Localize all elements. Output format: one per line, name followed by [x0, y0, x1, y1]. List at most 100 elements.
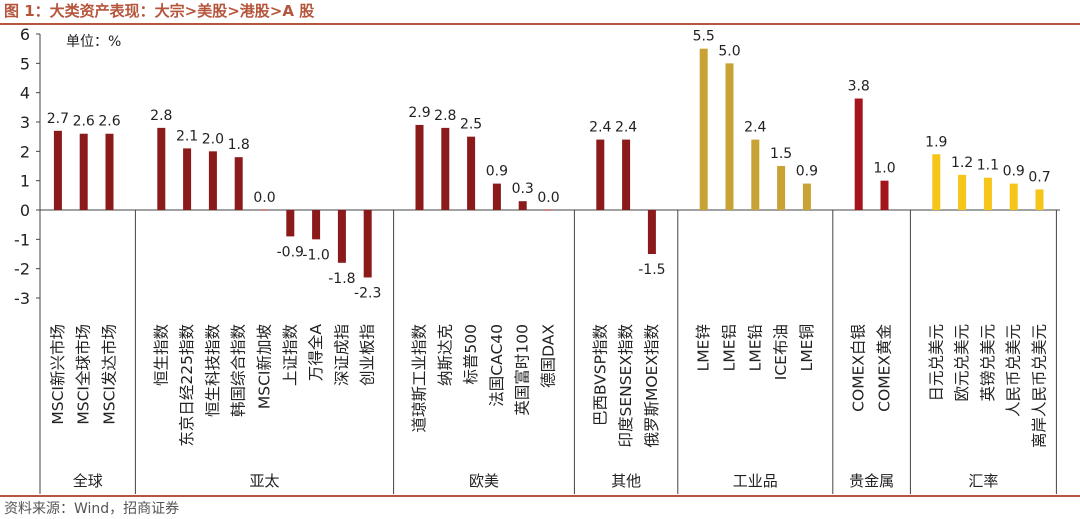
data-label: 0.9	[1003, 164, 1025, 180]
bar	[880, 180, 889, 210]
data-label: 1.0	[873, 161, 895, 177]
source-divider	[0, 495, 1080, 497]
y-tick-label: 3	[20, 113, 30, 132]
y-tick-label: 2	[20, 142, 30, 161]
x-tick-label: 巴西BVSP指数	[591, 324, 609, 426]
x-tick-label: 俄罗斯MOEX指数	[643, 324, 661, 448]
x-tick-label: MSCI发达市场	[101, 324, 119, 425]
x-tick-label: 标普500	[462, 324, 480, 385]
data-label: 2.1	[176, 128, 198, 144]
data-label: -1.0	[302, 247, 329, 263]
data-label: 2.0	[202, 131, 224, 147]
bar	[363, 210, 372, 278]
data-label: -2.3	[354, 285, 381, 301]
bar	[854, 98, 863, 210]
data-label: 3.8	[848, 79, 870, 95]
x-tick-label: 上证指数	[281, 324, 299, 387]
bar	[725, 63, 734, 211]
bar	[53, 130, 62, 210]
x-tick-label: ICE布油	[772, 324, 790, 380]
bar	[699, 48, 708, 211]
bar	[1035, 189, 1044, 210]
data-label: 0.9	[486, 164, 508, 180]
x-tick-label: 人民币兑美元	[1005, 324, 1023, 417]
bar	[751, 139, 760, 210]
group-label: 工业品	[733, 472, 778, 490]
data-label: 0.3	[512, 181, 534, 197]
x-tick-label: MSCI新加坡	[256, 324, 274, 409]
x-tick-label: 恒生指数	[152, 324, 170, 387]
data-label: 1.2	[951, 155, 973, 171]
title-divider	[0, 23, 1080, 25]
x-tick-label: LME铝	[721, 324, 739, 371]
y-tick-label: 4	[20, 84, 30, 103]
x-tick-label: 法国CAC40	[488, 324, 506, 407]
group-label: 欧美	[469, 472, 499, 490]
x-tick-label: 恒生科技指数	[204, 324, 222, 418]
source-note: 资料来源：Wind，招商证券	[4, 501, 180, 517]
bar	[596, 139, 605, 210]
x-tick-label: 东京日经225指数	[178, 324, 196, 447]
data-label: 2.4	[615, 120, 637, 136]
bar	[208, 151, 217, 210]
data-label: -1.8	[328, 271, 355, 287]
data-label: 2.4	[589, 120, 611, 136]
y-tick-label: -3	[14, 289, 30, 308]
bar	[622, 139, 631, 210]
data-label: 0.9	[796, 164, 818, 180]
y-tick-label: 5	[20, 54, 30, 73]
y-tick-label: 0	[20, 201, 30, 220]
bar	[105, 133, 114, 210]
data-label: 2.7	[47, 111, 69, 127]
x-tick-label: 韩国综合指数	[230, 324, 248, 418]
data-label: 5.0	[718, 43, 740, 59]
bar	[183, 148, 192, 210]
data-label: -0.9	[277, 244, 304, 260]
group-label: 其他	[611, 472, 641, 490]
x-tick-label: 深证成指	[333, 324, 351, 386]
group-label: 汇率	[968, 472, 998, 490]
bar-chart: -3 -2 -1 0 1 2 3 4 5 6 单位：% 2.7 MSCI新兴市场 2.6 MSCI全球市场 2…	[14, 25, 1060, 494]
bar	[777, 166, 786, 210]
x-tick-label: LME铜	[798, 324, 816, 371]
data-label: 5.5	[693, 29, 715, 45]
bar	[260, 209, 269, 211]
bar	[647, 210, 656, 254]
data-label: 1.9	[925, 134, 947, 150]
data-label: 0.7	[1028, 169, 1050, 185]
y-tick-label: -2	[14, 260, 30, 279]
x-tick-label: 英镑兑美元	[979, 324, 997, 402]
x-tick-label: 印度SENSEX指数	[617, 324, 635, 448]
x-tick-label: COMEX白银	[850, 324, 868, 412]
y-tick-label: -1	[14, 230, 30, 249]
x-tick-label: COMEX黄金	[876, 324, 894, 412]
bar	[337, 210, 346, 263]
data-label: 2.6	[73, 114, 95, 130]
x-tick-label: 道琼斯工业指数	[411, 324, 429, 433]
bar	[492, 183, 501, 210]
bar	[544, 209, 553, 211]
bar	[415, 124, 424, 210]
data-label: 1.1	[977, 158, 999, 174]
x-tick-label: MSCI新兴市场	[49, 324, 67, 425]
x-tick-label: 欧元兑美元	[953, 324, 971, 402]
data-label: 1.8	[228, 137, 250, 153]
x-tick-label: 德国DAX	[540, 324, 558, 388]
data-label: 2.8	[150, 108, 172, 124]
x-tick-label: 日元兑美元	[927, 324, 945, 402]
bar	[157, 127, 166, 210]
x-tick-label: LME铅	[746, 324, 764, 371]
y-tick-label: 6	[20, 25, 30, 44]
group-label: 贵金属	[849, 472, 894, 490]
data-label: 2.4	[744, 120, 766, 136]
bar	[234, 157, 243, 210]
bar	[932, 154, 941, 210]
bar	[79, 133, 88, 210]
bar	[286, 210, 295, 237]
x-tick-label: 万得全A	[307, 324, 325, 382]
data-label: 0.0	[253, 190, 275, 206]
x-tick-label: 英国富时100	[514, 324, 532, 416]
data-label: 2.6	[98, 114, 120, 130]
data-label: 2.8	[434, 108, 456, 124]
bar	[312, 210, 321, 240]
